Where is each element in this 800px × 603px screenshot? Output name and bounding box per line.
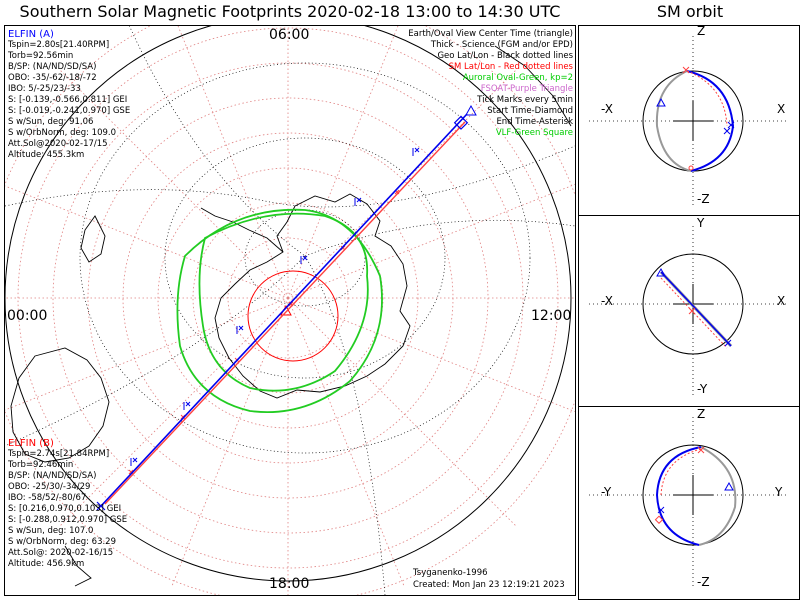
orbit-title: SM orbit	[656, 2, 724, 21]
elfin-b-line: Torb=92.46min	[8, 460, 74, 470]
axis-label-left: -X	[601, 294, 613, 308]
lt-label-top: 06:00	[269, 27, 310, 43]
elfin-b-info: ELFIN (B) Tspin=2.74s[21.84RPM] Torb=92.…	[8, 438, 127, 570]
sm-pole-circle	[247, 270, 339, 362]
elfin-b-line: S: [-0.288,0.912,0.970] GSE	[8, 515, 128, 525]
elfin-b-line: IBO: -58/52/-80/67	[8, 493, 87, 503]
map-legend: Earth/Oval View Center Time (triangle) T…	[408, 29, 573, 139]
model-credit: Tsyganenko-1996	[413, 568, 488, 578]
elfin-b-line: Altitude: 456.9km	[8, 559, 85, 569]
legend-item: VLF-Green Square	[495, 128, 573, 138]
elfin-b-name: ELFIN (B)	[8, 438, 54, 449]
elfin-a-line: B/SP: (NA/ND/SD/SA)	[8, 62, 97, 72]
legend-item: Earth/Oval View Center Time (triangle)	[408, 29, 573, 39]
axis-label-left: -Y	[601, 485, 612, 499]
axis-label-top: Y	[697, 216, 705, 230]
legend-item: Thick - Science (FGM and/or EPD)	[430, 40, 573, 50]
elfin-a-triangle	[465, 104, 477, 116]
orbit-panel-yz: Z -Z -Y Y	[578, 406, 800, 600]
legend-item: Auroral Oval-Green, kp=2	[462, 73, 573, 83]
elfin-b-line: S w/OrbNorm, deg: 63.29	[8, 537, 117, 547]
axis-label-bottom: -Y	[697, 382, 708, 396]
legend-item: Tick Marks every 5min	[477, 95, 573, 105]
elfin-a-start-diamond	[453, 115, 469, 130]
auroral-oval	[176, 208, 383, 413]
created-timestamp: Created: Mon Jan 23 12:19:21 2023	[413, 580, 565, 590]
orbit-panel-xy: Y -Y -X X	[578, 215, 800, 407]
legend-item: Start Time-Diamond	[487, 106, 573, 116]
orbit-plot-yz	[589, 417, 789, 589]
lt-label-left: 00:00	[7, 308, 48, 324]
elfin-b-line: Tspin=2.74s[21.84RPM]	[8, 449, 110, 459]
legend-item: SM Lat/Lon - Red dotted lines	[448, 62, 573, 72]
elfin-a-line: S: [-0.019,-0.241,0.970] GSE	[8, 106, 131, 116]
elfin-a-line: Att.Sol@2020-02-17/15	[8, 139, 108, 149]
south-america-outline	[64, 215, 106, 587]
elfin-a-line: S: [-0.139,-0.566,0.811] GEI	[8, 95, 128, 105]
axis-label-top: Z	[697, 24, 706, 38]
australia-outline	[10, 347, 110, 463]
elfin-a-line: Torb=92.56min	[8, 51, 74, 61]
elfin-a-line: OBO: -35/-62/-18/-72	[8, 73, 97, 83]
peninsula-outline	[200, 207, 284, 253]
orbit-plot-xy	[589, 226, 789, 396]
axis-label-right: X	[777, 294, 786, 308]
elfin-b-line: S w/Sun, deg: 107.0	[8, 526, 94, 536]
legend-item: FSOAT-Purple Triangle	[480, 84, 573, 94]
elfin-a-name: ELFIN (A)	[8, 29, 54, 40]
axis-label-top: Z	[697, 407, 706, 421]
elfin-b-track	[104, 121, 466, 505]
map-boundary	[5, 26, 572, 582]
elfin-b-line: Att.Sol@: 2020-02-16/15	[8, 548, 114, 558]
geo-grid	[5, 26, 575, 595]
footprint-map-panel: 06:00 00:00 12:00 18:00 Earth/Oval View …	[4, 25, 576, 596]
legend-item: End Time-Asterisk	[496, 117, 573, 127]
axis-label-bottom: -Z	[697, 575, 710, 589]
elfin-a-track	[100, 113, 468, 507]
elfin-b-line: S: [0.216,0.970,0.103] GEI	[8, 504, 122, 514]
elfin-a-line: S w/OrbNorm, deg: 109.0	[8, 128, 117, 138]
lt-label-right: 12:00	[531, 308, 572, 324]
elfin-a-line: Tspin=2.80s[21.40RPM]	[8, 40, 110, 50]
elfin-b-line: B/SP: (NA/ND/SD/SA)	[8, 471, 97, 481]
elfin-a-info: ELFIN (A) Tspin=2.80s[21.40RPM] Torb=92.…	[8, 29, 130, 161]
footprint-map	[5, 26, 575, 595]
legend-item: Geo Lat/Lon - Black dotted lines	[437, 51, 573, 61]
elfin-a-line: IBO: 5/-25/23/-33	[8, 84, 81, 94]
elfin-a-line: Altitude: 455.3km	[8, 150, 85, 160]
elfin-a-end-asterisk	[96, 501, 106, 511]
elfin-b-line: OBO: -25/30/-34/29	[8, 482, 91, 492]
lt-label-bottom: 18:00	[269, 576, 310, 592]
axis-label-right: X	[777, 102, 786, 116]
orbit-plot-xz	[589, 36, 789, 206]
orbit-panel-xz: Z -Z -X X	[578, 25, 800, 216]
axis-label-bottom: -Z	[697, 192, 710, 206]
axis-label-right: Y	[775, 485, 783, 499]
elfin-a-ticks	[130, 147, 420, 466]
africa-outline	[494, 45, 572, 127]
antarctica-outline	[214, 193, 411, 399]
elfin-a-line: S w/Sun, deg: 91.06	[8, 117, 94, 127]
axis-label-left: -X	[601, 102, 613, 116]
page-title: Southern Solar Magnetic Footprints 2020-…	[19, 2, 561, 21]
